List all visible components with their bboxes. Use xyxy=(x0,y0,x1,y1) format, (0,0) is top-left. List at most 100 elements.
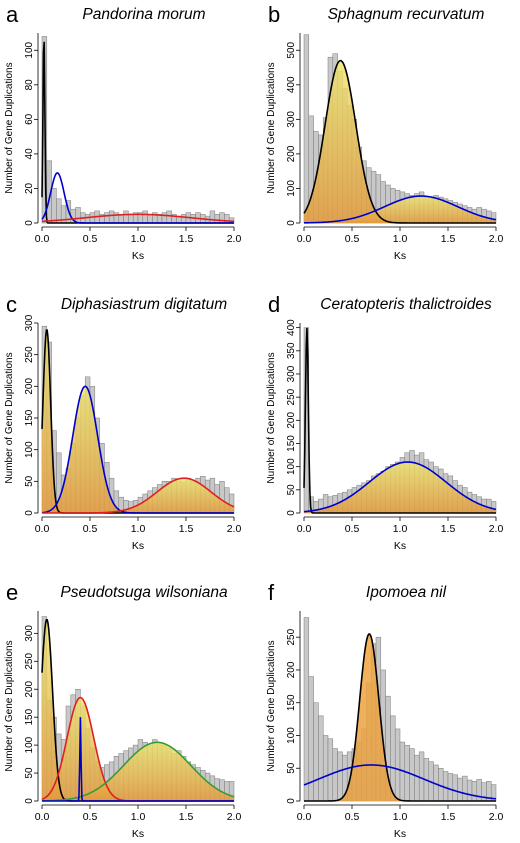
y-tick-label: 100 xyxy=(24,41,35,58)
x-axis-label: Ks xyxy=(394,250,406,262)
x-tick-label: 1.0 xyxy=(393,811,408,823)
histogram-bar xyxy=(104,212,110,224)
panel-letter: a xyxy=(6,2,19,27)
panel-letter: e xyxy=(6,580,18,605)
x-tick-label: 0.0 xyxy=(35,233,50,245)
histogram-bar xyxy=(318,715,324,802)
y-tick-label: 300 xyxy=(286,365,297,382)
panel-f: f Ipomoea nil 0 50 100 150 200 250 0.0 0.5 1.0 1.5 2… xyxy=(266,580,504,840)
histogram-bar xyxy=(214,214,220,224)
x-tick-label: 0.0 xyxy=(297,523,312,535)
y-tick-label: 50 xyxy=(286,762,297,774)
y-tick-label: 100 xyxy=(286,458,297,475)
histogram-bar xyxy=(414,754,420,802)
y-tick-label: 150 xyxy=(286,435,297,452)
component-curve xyxy=(41,741,235,802)
histogram-bar xyxy=(418,751,425,802)
histogram-bar xyxy=(327,738,334,802)
y-tick-label: 200 xyxy=(286,145,297,162)
x-tick-label: 0.0 xyxy=(297,233,312,245)
y-tick-label: 0 xyxy=(24,798,35,804)
x-tick-label: 0.0 xyxy=(297,811,312,823)
y-tick-label: 200 xyxy=(24,378,35,395)
panel-title: Pseudotsuga wilsoniana xyxy=(60,584,228,601)
y-tick-label: 250 xyxy=(286,628,297,645)
histogram-bar xyxy=(166,210,172,224)
histogram-bar xyxy=(313,702,319,802)
y-tick-label: 20 xyxy=(24,182,35,194)
x-tick-label: 1.5 xyxy=(179,811,194,823)
y-tick-label: 150 xyxy=(24,708,35,725)
component-curve xyxy=(41,172,234,224)
y-tick-label: 250 xyxy=(24,653,35,670)
y-tick-label: 300 xyxy=(24,314,35,331)
x-tick-label: 1.0 xyxy=(393,233,408,245)
x-tick-label: 1.0 xyxy=(131,523,146,535)
y-axis-label: Number of Gene Duplications xyxy=(266,62,277,193)
y-tick-label: 300 xyxy=(286,111,297,128)
x-axis-label: Ks xyxy=(394,828,406,838)
y-tick-label: 100 xyxy=(24,441,35,458)
y-tick-label: 400 xyxy=(286,76,297,93)
component-curve xyxy=(42,717,234,802)
y-tick-label: 80 xyxy=(24,79,35,91)
y-tick-label: 200 xyxy=(286,661,297,678)
histogram-bar xyxy=(452,774,458,802)
x-axis-label: Ks xyxy=(132,540,144,552)
y-tick-label: 350 xyxy=(286,342,297,359)
x-tick-label: 1.5 xyxy=(441,233,456,245)
y-tick-label: 100 xyxy=(286,180,297,197)
histogram-bar xyxy=(471,781,478,802)
component-curve xyxy=(303,195,497,224)
y-tick-label: 200 xyxy=(286,412,297,429)
histogram-bar xyxy=(147,214,153,224)
x-tick-label: 1.0 xyxy=(131,233,146,245)
y-tick-label: 50 xyxy=(24,475,35,487)
y-tick-label: 0 xyxy=(286,510,297,516)
histogram-bar xyxy=(337,751,343,802)
panel-b: b Sphagnum recurvatum 0 100 200 300 400 500 0.0 0… xyxy=(266,2,503,262)
histogram-bar xyxy=(84,214,91,224)
x-tick-label: 0.5 xyxy=(345,523,360,535)
histogram-bar xyxy=(142,210,148,224)
y-tick-label: 250 xyxy=(286,388,297,405)
x-tick-label: 1.5 xyxy=(179,523,194,535)
panel-title: Sphagnum recurvatum xyxy=(328,6,485,23)
component-shading xyxy=(42,386,234,513)
y-tick-label: 50 xyxy=(286,484,297,496)
x-tick-label: 0.5 xyxy=(83,233,98,245)
y-axis-label: Number of Gene Duplications xyxy=(266,640,277,771)
y-tick-label: 250 xyxy=(24,346,35,363)
panel-letter: b xyxy=(268,2,280,27)
y-tick-label: 0 xyxy=(286,798,297,804)
x-tick-label: 0.0 xyxy=(35,811,50,823)
histogram-bar xyxy=(303,34,310,224)
y-tick-label: 0 xyxy=(24,510,35,516)
y-tick-label: 300 xyxy=(24,625,35,642)
component-curve xyxy=(303,764,497,800)
x-tick-label: 0.5 xyxy=(345,233,360,245)
histogram-bar xyxy=(303,617,310,802)
histogram-bar xyxy=(332,748,338,802)
component-curve xyxy=(41,41,234,224)
y-tick-label: 100 xyxy=(286,727,297,744)
histogram-bar xyxy=(447,773,454,802)
x-tick-label: 2.0 xyxy=(227,233,242,245)
y-tick-label: 0 xyxy=(24,220,35,226)
x-tick-label: 2.0 xyxy=(489,523,504,535)
histogram-bar xyxy=(108,210,115,224)
histogram-bar xyxy=(466,779,473,802)
panel-e: e Pseudotsuga wilsoniana 0 50 100 150 200 250 30… xyxy=(4,580,241,840)
panel-title: Diphasiastrum digitatum xyxy=(61,296,227,313)
panel-d: d Ceratopteris thalictroides 0 50 100 150 200 2… xyxy=(266,292,503,552)
component-curve xyxy=(41,213,235,223)
y-tick-label: 150 xyxy=(286,694,297,711)
component-shading xyxy=(304,462,496,513)
histogram-bar xyxy=(462,775,468,802)
x-tick-label: 1.5 xyxy=(179,233,194,245)
histogram-bar xyxy=(75,207,81,224)
x-tick-label: 2.0 xyxy=(489,811,504,823)
y-tick-label: 150 xyxy=(24,409,35,426)
component-curve xyxy=(303,327,496,514)
